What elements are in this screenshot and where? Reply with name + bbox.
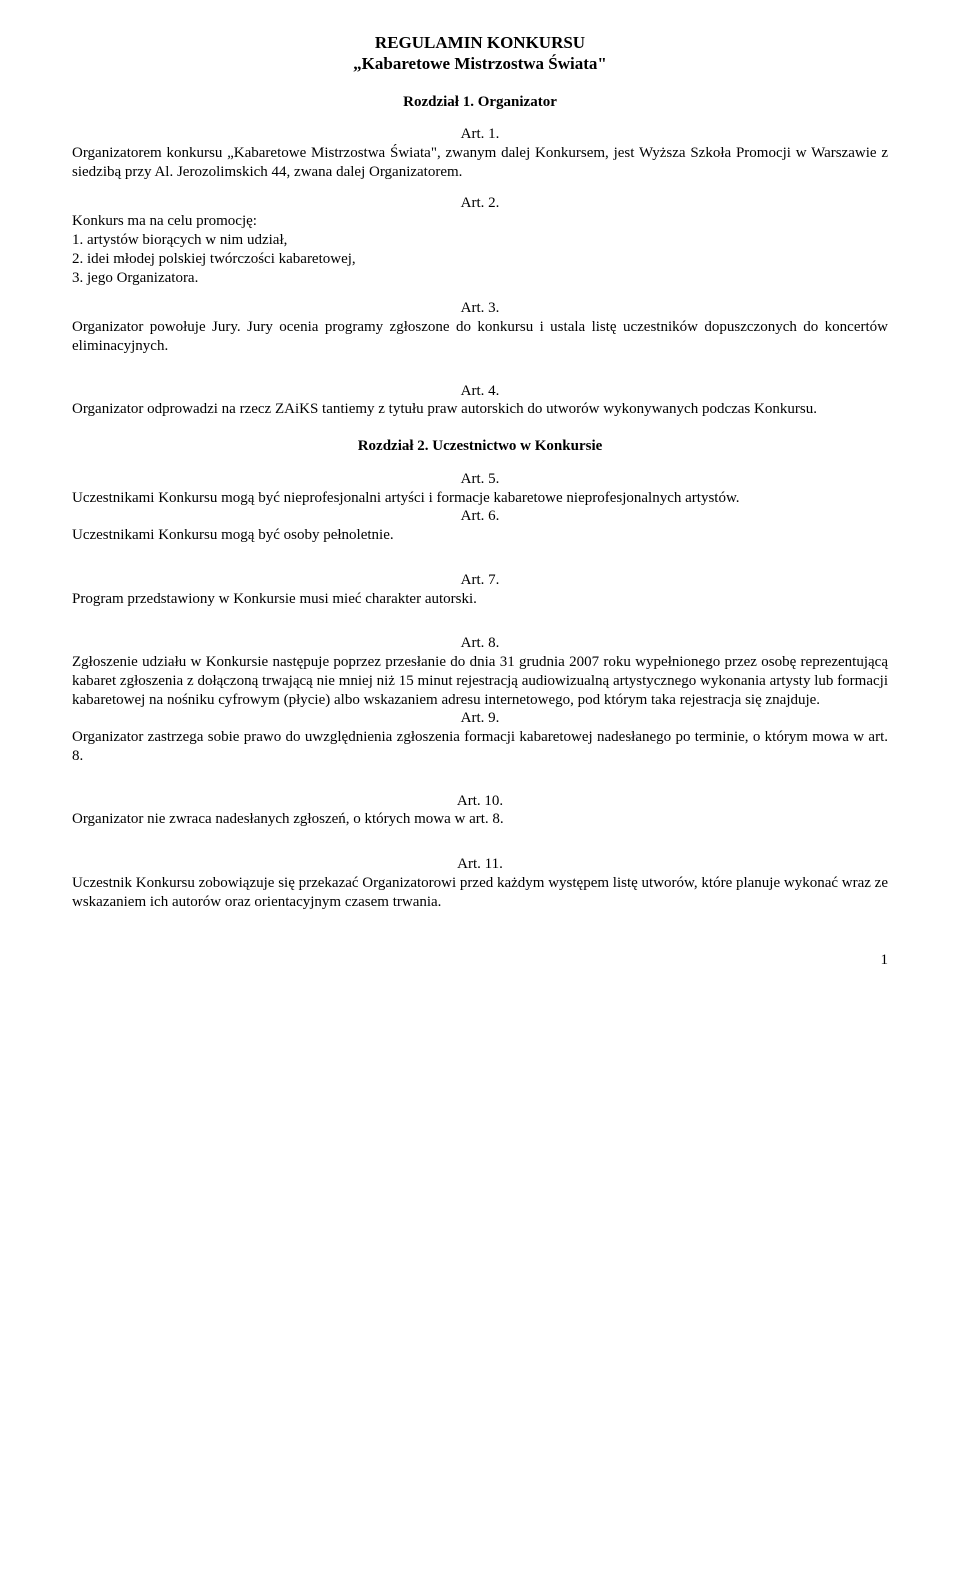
- art-9-body: Organizator zastrzega sobie prawo do uwz…: [72, 728, 888, 766]
- document-title-main: REGULAMIN KONKURSU: [72, 32, 888, 53]
- art-2-label: Art. 2.: [72, 194, 888, 213]
- art-2-item-1: 1. artystów biorących w nim udział,: [72, 231, 888, 250]
- chapter-2-heading: Rozdział 2. Uczestnictwo w Konkursie: [72, 437, 888, 456]
- art-10-label: Art. 10.: [72, 792, 888, 811]
- art-3-label: Art. 3.: [72, 299, 888, 318]
- document-title-sub: „Kabaretowe Mistrzostwa Świata": [72, 53, 888, 74]
- page-number: 1: [72, 951, 888, 970]
- art-10-body: Organizator nie zwraca nadesłanych zgłos…: [72, 810, 888, 829]
- chapter-1-heading: Rozdział 1. Organizator: [72, 93, 888, 112]
- art-9-label: Art. 9.: [72, 709, 888, 728]
- art-8-label: Art. 8.: [72, 634, 888, 653]
- art-2-item-3: 3. jego Organizatora.: [72, 269, 888, 288]
- art-8-body: Zgłoszenie udziału w Konkursie następuje…: [72, 653, 888, 709]
- art-2-item-2: 2. idei młodej polskiej twórczości kabar…: [72, 250, 888, 269]
- art-1-label: Art. 1.: [72, 125, 888, 144]
- art-6-body: Uczestnikami Konkursu mogą być osoby peł…: [72, 526, 888, 545]
- art-11-label: Art. 11.: [72, 855, 888, 874]
- art-5-label: Art. 5.: [72, 470, 888, 489]
- art-7-body: Program przedstawiony w Konkursie musi m…: [72, 590, 888, 609]
- art-2-intro: Konkurs ma na celu promocję:: [72, 212, 888, 231]
- art-4-body: Organizator odprowadzi na rzecz ZAiKS ta…: [72, 400, 888, 419]
- art-3-body: Organizator powołuje Jury. Jury ocenia p…: [72, 318, 888, 356]
- art-11-body: Uczestnik Konkursu zobowiązuje się przek…: [72, 874, 888, 912]
- art-6-label: Art. 6.: [72, 507, 888, 526]
- art-1-body: Organizatorem konkursu „Kabaretowe Mistr…: [72, 144, 888, 182]
- art-7-label: Art. 7.: [72, 571, 888, 590]
- art-4-label: Art. 4.: [72, 382, 888, 401]
- art-5-body: Uczestnikami Konkursu mogą być nieprofes…: [72, 489, 888, 508]
